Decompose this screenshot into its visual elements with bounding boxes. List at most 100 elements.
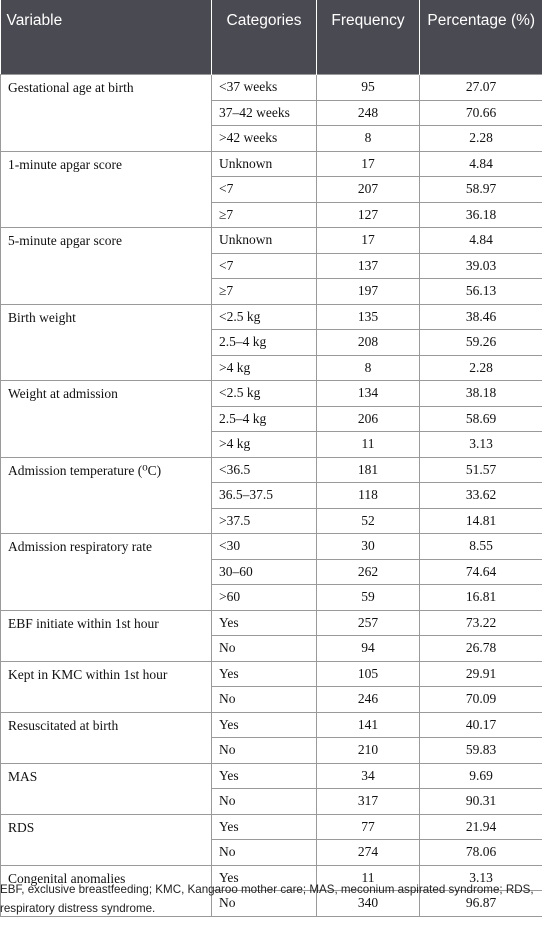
percentage-cell: 78.06 (419, 839, 542, 866)
category-cell: Unknown (211, 150, 317, 177)
variable-cell: Gestational age at birth (0, 74, 212, 152)
table-row: Admission temperature (⁰C) <36.5 181 51.57 (0, 456, 542, 534)
percentage-cell: 56.13 (419, 278, 542, 305)
frequency-cell: 94 (316, 635, 420, 662)
category-cell: Yes (211, 660, 317, 687)
percentage-cell: 21.94 (419, 813, 542, 840)
frequency-cell: 17 (316, 227, 420, 254)
frequency-cell: 118 (316, 482, 420, 509)
percentage-cell: 38.18 (419, 380, 542, 407)
percentage-cell: 14.81 (419, 507, 542, 534)
category-cell: 2.5–4 kg (211, 405, 317, 432)
percentage-cell: 33.62 (419, 482, 542, 509)
frequency-cell: 77 (316, 813, 420, 840)
variable-cell: EBF initiate within 1st hour (0, 609, 212, 662)
table-row: No 317 90.31 (1, 788, 542, 815)
frequency-cell: 197 (316, 278, 420, 305)
category-cell: >4 kg (211, 431, 317, 458)
frequency-cell: 274 (316, 839, 420, 866)
percentage-cell: 70.66 (419, 99, 542, 126)
percentage-cell: 29.91 (419, 660, 542, 687)
frequency-cell: 181 (316, 456, 420, 483)
table-row: 5-minute apgar score Unknown 17 4.84 (0, 227, 542, 305)
table-row: Congenital anomalies Yes 11 3.13 (0, 864, 542, 917)
frequency-cell: 317 (316, 788, 420, 815)
category-cell: >4 kg (211, 354, 317, 381)
table-row: EBF initiate within 1st hour Yes 257 73.22 (0, 609, 542, 662)
category-cell: No (211, 839, 317, 866)
category-cell: No (211, 788, 317, 815)
frequency-cell: 262 (316, 558, 420, 585)
category-cell: Yes (211, 609, 317, 636)
category-cell: <2.5 kg (211, 380, 317, 407)
frequency-cell: 11 (316, 864, 420, 891)
category-cell: <37 weeks (211, 74, 317, 101)
frequency-cell: 210 (316, 737, 420, 764)
table-row: MAS Yes 34 9.69 (0, 762, 542, 815)
variable-cell: Admission temperature (⁰C) (0, 456, 212, 534)
variable-cell: Weight at admission (0, 380, 212, 458)
category-cell: <7 (211, 252, 317, 279)
category-cell: >37.5 (211, 507, 317, 534)
percentage-cell: 9.69 (419, 762, 542, 789)
percentage-cell: 70.09 (419, 686, 542, 713)
category-cell: No (211, 890, 317, 917)
table-row: Resuscitated at birth Yes 141 40.17 (0, 711, 542, 764)
table-footnote: EBF, exclusive breastfeeding; KMC, Kanga… (0, 883, 534, 915)
category-cell: <2.5 kg (211, 303, 317, 330)
frequency-cell: 52 (316, 507, 420, 534)
category-cell: 30–60 (211, 558, 317, 585)
category-cell: <36.5 (211, 456, 317, 483)
variable-cell: MAS (0, 762, 212, 815)
category-cell: <30 (211, 533, 317, 560)
percentage-cell: 58.97 (419, 176, 542, 203)
frequency-cell: 248 (316, 99, 420, 126)
category-cell: Yes (211, 813, 317, 840)
table-header: Variable Categories Frequency Percentage… (0, 0, 542, 75)
frequency-cell: 59 (316, 584, 420, 611)
table-row: 1-minute apgar score Unknown 17 4.84 (0, 150, 542, 228)
header-categories: Categories (211, 0, 317, 75)
frequency-cell: 127 (316, 201, 420, 228)
table-row: RDS Yes 77 21.94 (0, 813, 542, 866)
percentage-cell: 16.81 (419, 584, 542, 611)
frequency-cell: 206 (316, 405, 420, 432)
category-cell: No (211, 635, 317, 662)
table-row: Gestational age at birth <37 weeks 95 27.07 (0, 74, 542, 152)
table-row: Birth weight <2.5 kg 135 38.46 (0, 303, 542, 381)
percentage-cell: 38.46 (419, 303, 542, 330)
variable-cell: Kept in KMC within 1st hour (0, 660, 212, 713)
table-row: Admission respiratory rate <30 30 8.55 (0, 533, 542, 611)
variable-cell: Admission respiratory rate (0, 533, 212, 611)
table-row: 30–60 262 74.64 (1, 558, 542, 585)
table-row: 36.5–37.5 118 33.62 (1, 482, 542, 509)
header-percentage: Percentage (%) (419, 0, 542, 75)
category-cell: 36.5–37.5 (211, 482, 317, 509)
percentage-cell: 27.07 (419, 74, 542, 101)
percentage-cell: 74.64 (419, 558, 542, 585)
category-cell: Unknown (211, 227, 317, 254)
category-cell: >42 weeks (211, 125, 317, 152)
variable-cell: Resuscitated at birth (0, 711, 212, 764)
frequency-cell: 8 (316, 354, 420, 381)
frequency-cell: 30 (316, 533, 420, 560)
table-row: ≥7 197 56.13 (1, 278, 542, 305)
frequency-cell: 95 (316, 74, 420, 101)
percentage-cell: 39.03 (419, 252, 542, 279)
category-cell: 2.5–4 kg (211, 329, 317, 356)
table-row: <7 207 58.97 (1, 176, 542, 203)
frequency-cell: 34 (316, 762, 420, 789)
percentage-cell: 73.22 (419, 609, 542, 636)
percentage-cell: 51.57 (419, 456, 542, 483)
table-row: No 340 96.87 (1, 890, 542, 917)
frequency-cell: 105 (316, 660, 420, 687)
frequency-cell: 135 (316, 303, 420, 330)
category-cell: No (211, 737, 317, 764)
table-body: Gestational age at birth <37 weeks 95 27.07… (0, 74, 542, 917)
frequency-cell: 340 (316, 890, 420, 917)
percentage-cell: 3.13 (419, 431, 542, 458)
percentage-cell: 3.13 (419, 864, 542, 891)
variable-cell: Congenital anomalies (0, 864, 212, 917)
frequency-cell: 11 (316, 431, 420, 458)
